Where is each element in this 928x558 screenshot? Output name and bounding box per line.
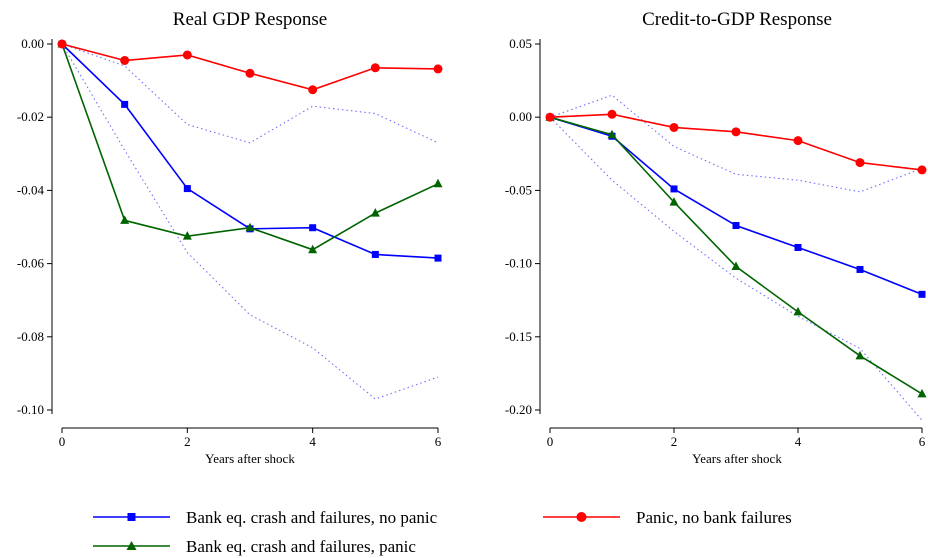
data-point-square	[121, 100, 129, 108]
data-point-circle	[731, 127, 741, 137]
legend-triangle-marker	[126, 541, 137, 550]
data-point-circle	[370, 63, 380, 73]
data-point-triangle	[607, 129, 617, 139]
data-point-triangle	[308, 244, 318, 254]
data-point-circle	[607, 109, 617, 119]
data-point-triangle	[793, 306, 803, 316]
data-point-triangle	[433, 178, 443, 188]
panel-title: Credit-to-GDP Response	[642, 9, 832, 30]
x-tick-label: 0	[547, 434, 554, 449]
legend-circle-marker	[576, 512, 587, 522]
data-point-circle	[245, 68, 255, 78]
confidence-band-line	[61, 43, 439, 144]
data-point-circle	[308, 85, 318, 95]
data-point-square	[434, 254, 442, 262]
data-point-triangle	[917, 388, 927, 398]
data-point-square	[309, 224, 317, 232]
data-point-circle	[793, 136, 803, 146]
y-tick-label: -0.06	[17, 256, 45, 271]
data-point-circle	[182, 50, 192, 60]
data-point-circle	[545, 112, 555, 122]
data-point-triangle	[370, 208, 380, 217]
series-line-panic-no-failures	[549, 113, 923, 171]
y-tick-label: -0.08	[17, 329, 44, 344]
data-point-square	[794, 243, 802, 251]
data-point-square	[732, 222, 740, 230]
x-tick-label: 4	[795, 434, 802, 449]
data-point-circle	[669, 122, 679, 132]
y-tick-label: -0.10	[17, 402, 44, 417]
y-tick-label: -0.04	[17, 182, 45, 197]
x-tick-label: 2	[671, 434, 678, 449]
legend-label-panic-no-failures: Panic, no bank failures	[636, 508, 792, 527]
data-point-triangle	[245, 222, 255, 232]
series-line-panic-no-failures	[61, 43, 439, 91]
y-tick-label: -0.02	[17, 109, 44, 124]
panel-gdp: Real GDP Response 0.00 -0.02 -0.04 -0.06 -0.0…	[17, 9, 443, 466]
legend-square-marker	[127, 513, 136, 521]
panel-credit: Credit-to-GDP Response 0.05 0.00 -0.05 -0.10…	[505, 9, 927, 466]
legend-item-panic: Bank eq. crash and failures, panic	[93, 537, 416, 556]
x-tick-label: 6	[435, 434, 442, 449]
y-tick-label: -0.20	[505, 402, 532, 417]
data-point-square	[856, 265, 864, 273]
data-point-triangle	[182, 231, 192, 240]
data-point-circle	[57, 39, 67, 49]
data-point-square	[918, 290, 926, 298]
x-tick-label: 0	[59, 434, 66, 449]
data-point-circle	[917, 165, 927, 175]
x-axis-label: Years after shock	[692, 451, 782, 466]
y-tick-label: 0.00	[509, 109, 532, 124]
legend-label-panic: Bank eq. crash and failures, panic	[186, 537, 416, 556]
y-tick-label: -0.10	[505, 256, 532, 271]
legend: Bank eq. crash and failures, no panic Pa…	[93, 508, 792, 556]
panel-title: Real GDP Response	[173, 9, 327, 30]
legend-label-no-panic: Bank eq. crash and failures, no panic	[186, 508, 438, 527]
data-point-triangle	[731, 261, 741, 271]
legend-item-panic-no-failures: Panic, no bank failures	[543, 508, 792, 527]
x-tick-label: 2	[184, 434, 191, 449]
legend-item-no-panic: Bank eq. crash and failures, no panic	[93, 508, 438, 527]
data-point-square	[371, 250, 379, 258]
data-point-circle	[855, 158, 865, 168]
y-tick-label: -0.05	[505, 182, 532, 197]
x-tick-label: 6	[919, 434, 926, 449]
data-point-square	[670, 185, 678, 193]
data-point-triangle	[120, 215, 130, 224]
data-point-square	[183, 185, 191, 193]
y-tick-label: 0.00	[21, 36, 44, 51]
x-tick-label: 4	[309, 434, 316, 449]
chart-panels: Real GDP Response 0.00 -0.02 -0.04 -0.06 -0.0…	[17, 9, 927, 466]
data-point-circle	[120, 55, 130, 65]
data-point-triangle	[669, 197, 679, 206]
data-point-circle	[433, 64, 443, 74]
x-axis-label: Years after shock	[205, 451, 295, 466]
y-tick-label: -0.15	[505, 329, 532, 344]
y-tick-label: 0.05	[509, 36, 532, 51]
data-point-triangle	[855, 350, 865, 360]
series-line-panic	[549, 116, 923, 395]
confidence-band-line	[549, 94, 923, 193]
